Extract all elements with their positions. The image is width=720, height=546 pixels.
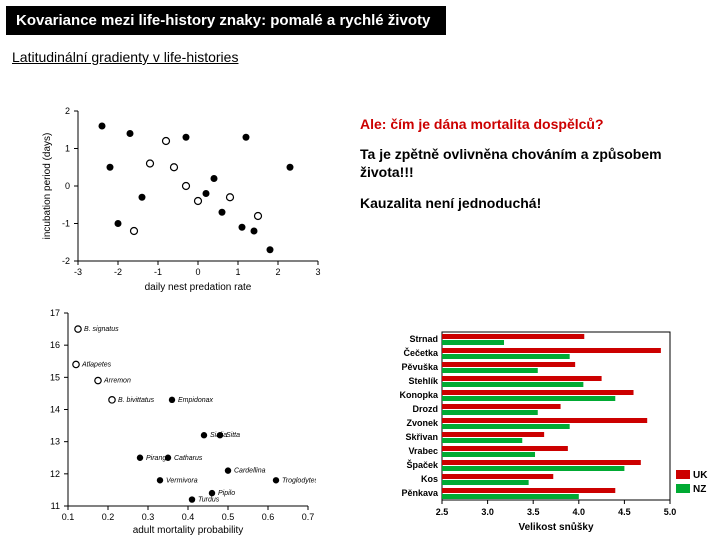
- svg-text:-1: -1: [154, 267, 162, 277]
- svg-text:daily nest predation rate: daily nest predation rate: [145, 282, 252, 293]
- svg-text:1: 1: [235, 267, 240, 277]
- svg-text:Pěvuška: Pěvuška: [401, 362, 439, 372]
- svg-text:14: 14: [50, 405, 60, 415]
- svg-text:Vermivora: Vermivora: [166, 477, 198, 484]
- svg-text:0.7: 0.7: [302, 512, 315, 522]
- title-text: Kovariance mezi life-history znaky: poma…: [16, 12, 430, 29]
- svg-text:NZ: NZ: [693, 484, 706, 495]
- svg-text:15: 15: [50, 372, 60, 382]
- svg-text:B. bivittatus: B. bivittatus: [118, 397, 155, 404]
- svg-text:Pěnkava: Pěnkava: [401, 488, 439, 498]
- svg-text:Catharus: Catharus: [174, 455, 203, 462]
- svg-text:Špaček: Špaček: [406, 459, 439, 470]
- svg-text:incubation period (days): incubation period (days): [42, 133, 53, 240]
- svg-text:adult mortality probability: adult mortality probability: [133, 525, 244, 536]
- svg-text:3: 3: [315, 267, 320, 277]
- svg-text:0.6: 0.6: [262, 512, 275, 522]
- svg-text:13: 13: [50, 437, 60, 447]
- subtitle: Latitudinální gradienty v life-histories: [12, 49, 720, 65]
- subtitle-text: Latitudinální gradienty v life-histories: [12, 49, 238, 65]
- svg-text:0: 0: [65, 181, 70, 191]
- svg-text:3.0: 3.0: [481, 507, 494, 517]
- svg-text:Zvonek: Zvonek: [406, 418, 439, 428]
- svg-text:3.5: 3.5: [527, 507, 540, 517]
- svg-text:Atlapetes: Atlapetes: [81, 361, 112, 368]
- svg-text:2: 2: [275, 267, 280, 277]
- bar-chart: 2.5 3.0 3.5 4.0 4.5 5.0 Velikost snůšky Strnad Č…: [380, 326, 710, 546]
- svg-text:Sitta: Sitta: [226, 432, 240, 439]
- svg-text:Konopka: Konopka: [399, 390, 438, 400]
- text-block: Ale: čím je dána mortalita dospělců? Ta …: [360, 116, 700, 227]
- svg-text:Čečetka: Čečetka: [403, 347, 439, 358]
- svg-text:-2: -2: [62, 256, 70, 266]
- svg-text:12: 12: [50, 469, 60, 479]
- svg-text:2.5: 2.5: [436, 507, 449, 517]
- svg-text:Vrabec: Vrabec: [408, 446, 438, 456]
- svg-text:B. signatus: B. signatus: [84, 326, 119, 333]
- svg-text:0.3: 0.3: [142, 512, 155, 522]
- svg-text:0.4: 0.4: [182, 512, 195, 522]
- svg-text:Stehlík: Stehlík: [408, 376, 439, 386]
- svg-text:-3: -3: [74, 267, 82, 277]
- answer-1: Ta je zpětně ovlivněna chováním a způsob…: [360, 146, 700, 181]
- svg-text:5.0: 5.0: [664, 507, 677, 517]
- svg-text:Pipilo: Pipilo: [218, 490, 235, 497]
- svg-text:Velikost snůšky: Velikost snůšky: [518, 521, 593, 533]
- svg-text:Arremon: Arremon: [103, 378, 131, 385]
- scatter-chart-1: -3 -2 -1 0 1 2 3 -2 -1 0 1 2 daily nest predation ra…: [38, 106, 328, 296]
- svg-text:UK: UK: [693, 470, 708, 481]
- svg-text:17: 17: [50, 308, 60, 318]
- svg-text:16: 16: [50, 340, 60, 350]
- svg-text:0.2: 0.2: [102, 512, 115, 522]
- svg-text:0: 0: [195, 267, 200, 277]
- svg-text:Kos: Kos: [421, 474, 438, 484]
- svg-text:Strnad: Strnad: [409, 334, 438, 344]
- svg-text:Turdus: Turdus: [198, 497, 220, 504]
- svg-text:4.5: 4.5: [618, 507, 631, 517]
- svg-text:2: 2: [65, 106, 70, 116]
- svg-text:1: 1: [65, 144, 70, 154]
- svg-text:0.1: 0.1: [62, 512, 75, 522]
- svg-text:11: 11: [51, 501, 60, 511]
- svg-text:-2: -2: [114, 267, 122, 277]
- title-bar: Kovariance mezi life-history znaky: poma…: [6, 6, 446, 35]
- svg-text:Empidonax: Empidonax: [178, 397, 214, 404]
- svg-text:Skřivan: Skřivan: [405, 432, 438, 442]
- svg-text:Drozd: Drozd: [413, 404, 439, 414]
- svg-text:Troglodytes: Troglodytes: [282, 477, 316, 484]
- scatter-chart-2: 0.1 0.2 0.3 0.4 0.5 0.6 0.7 11 12 13 14 15 16 17 adult…: [36, 308, 316, 538]
- svg-text:-1: -1: [62, 219, 70, 229]
- question-text: Ale: čím je dána mortalita dospělců?: [360, 116, 700, 132]
- answer-2: Kauzalita není jednoduchá!: [360, 195, 700, 213]
- svg-text:4.0: 4.0: [573, 507, 586, 517]
- svg-text:Cardellina: Cardellina: [234, 468, 266, 475]
- svg-text:0.5: 0.5: [222, 512, 235, 522]
